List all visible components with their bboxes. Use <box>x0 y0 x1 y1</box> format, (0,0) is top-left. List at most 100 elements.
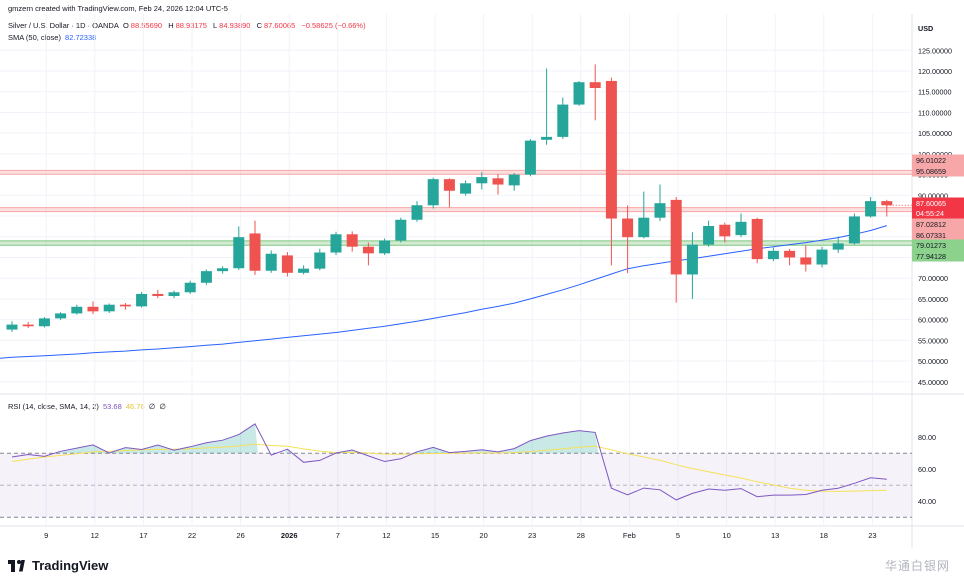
price-tick-label: 105.00000 <box>918 129 952 138</box>
candle-down <box>492 174 504 195</box>
candle-up <box>703 220 715 247</box>
candle-up <box>767 247 779 262</box>
countdown-tag-text: 04:55:24 <box>916 209 944 218</box>
ohlc-high-value: 88.93175 <box>175 21 207 30</box>
ohlc-high: H 88.93175 <box>168 21 209 30</box>
tradingview-logo-icon <box>8 559 26 572</box>
candle-down <box>751 217 763 264</box>
candle-up <box>314 248 326 271</box>
rsi-tick-label: 60.00 <box>918 465 936 474</box>
candle-down <box>119 303 131 310</box>
candle-down <box>589 64 601 121</box>
candle-body <box>735 221 747 236</box>
tradingview-logo[interactable]: TradingView <box>8 558 108 573</box>
level-tag-text: 86.07331 <box>916 231 946 240</box>
ohlc-change: −0.58625 (−0.66%) <box>301 21 366 30</box>
symbol-legend[interactable]: Silver / U.S. Dollar · 1D · OANDA O 88.55… <box>8 21 368 30</box>
candle-body <box>476 177 488 184</box>
sma-legend[interactable]: SMA (50, close) 82.72338 <box>8 33 98 42</box>
candle-down <box>622 205 634 274</box>
level-tag-bg <box>912 250 964 262</box>
candle-body <box>330 234 342 253</box>
candle-body <box>541 136 553 140</box>
sma-label: SMA (50, close) <box>8 33 61 42</box>
level-tag: 95.08659 <box>912 165 964 177</box>
time-tick-label: 23 <box>528 531 536 540</box>
price-tick-label: 120.00000 <box>918 67 952 76</box>
candle-down <box>443 178 455 208</box>
price-tick-label: 100.00000 <box>918 150 952 159</box>
candle-up <box>103 303 115 313</box>
level-tag-bg <box>912 229 964 241</box>
candle-body <box>265 253 277 271</box>
tradingview-logo-text: TradingView <box>32 558 109 573</box>
price-tick-label: 60.00000 <box>918 316 948 325</box>
candle-body <box>848 216 860 244</box>
candle-up <box>38 317 50 328</box>
time-tick-label: 28 <box>577 531 585 540</box>
candle-body <box>508 174 520 186</box>
candle-up <box>460 180 472 196</box>
price-tick-label: 50.00000 <box>918 357 948 366</box>
candle-body <box>168 292 180 297</box>
candle-up <box>427 177 439 209</box>
candle-body <box>6 324 18 330</box>
candle-down <box>605 77 617 266</box>
candle-up <box>6 321 18 333</box>
candle-body <box>751 218 763 260</box>
level-zone <box>0 240 912 246</box>
candle-up <box>298 265 310 275</box>
candle-body <box>411 205 423 220</box>
candle-up <box>848 213 860 245</box>
price-axis[interactable]: 45.00000 50.00000 55.00000 60.00000 65.00000… <box>918 24 952 506</box>
candle-body <box>589 82 601 88</box>
rsi-overbought-fill <box>57 423 258 454</box>
candle-up <box>541 68 553 145</box>
time-tick-label: 7 <box>336 531 340 540</box>
candle-down <box>346 231 358 252</box>
candle-body <box>103 304 115 312</box>
countdown-tag: 04:55:24 <box>912 207 964 219</box>
ohlc-open-value: 88.55690 <box>130 21 163 30</box>
candle-body <box>865 201 877 217</box>
candle-down <box>881 199 893 217</box>
ohlc-close-label: C <box>256 21 262 30</box>
candle-body <box>379 240 391 254</box>
ohlc-close: C 87.60065 <box>257 21 298 30</box>
price-tick-label: 125.00000 <box>918 46 952 55</box>
candle-body <box>703 225 715 245</box>
level-tag: 96.01022 <box>912 154 964 166</box>
symbol-title: Silver / U.S. Dollar · 1D · OANDA <box>8 21 119 30</box>
candle-body <box>670 199 682 275</box>
candle-up <box>638 191 650 239</box>
rsi-value: 53.68 <box>102 402 122 411</box>
candle-body <box>184 282 196 293</box>
rsi-legend[interactable]: RSI (14, close, SMA, 14, 2) 53.68 46.76 … <box>8 402 168 411</box>
candle-body <box>686 244 698 275</box>
candle-body <box>71 306 83 314</box>
time-axis[interactable]: 9 12 17 22 26 2026 7 12 15 20 23 28 Feb 5 10 13 18 23 <box>44 531 876 540</box>
candle-down <box>152 289 164 299</box>
ohlc-close-value: 87.60065 <box>263 21 296 30</box>
candle-body <box>298 268 310 273</box>
ohlc-high-label: H <box>168 21 174 30</box>
ohlc-low-value: 84.93890 <box>219 21 251 30</box>
candle-up <box>200 269 212 285</box>
candle-body <box>784 250 796 258</box>
candle-up <box>573 80 585 106</box>
countdown-tag-bg <box>912 207 964 219</box>
chart-credit: gmzern created with TradingView.com, Feb… <box>8 4 228 13</box>
level-tag-text: 87.02812 <box>916 220 946 229</box>
candle-body <box>832 243 844 250</box>
rsi-overbought-fill <box>414 430 599 454</box>
last-price-tag-text: 87.60065 <box>916 199 946 208</box>
rsi-path <box>11 423 887 501</box>
candle-up <box>686 232 698 299</box>
candle-body <box>605 80 617 219</box>
candle-up <box>395 217 407 243</box>
time-tick-label: 13 <box>771 531 779 540</box>
level-zone <box>0 170 912 175</box>
horizontal-levels <box>0 169 912 246</box>
